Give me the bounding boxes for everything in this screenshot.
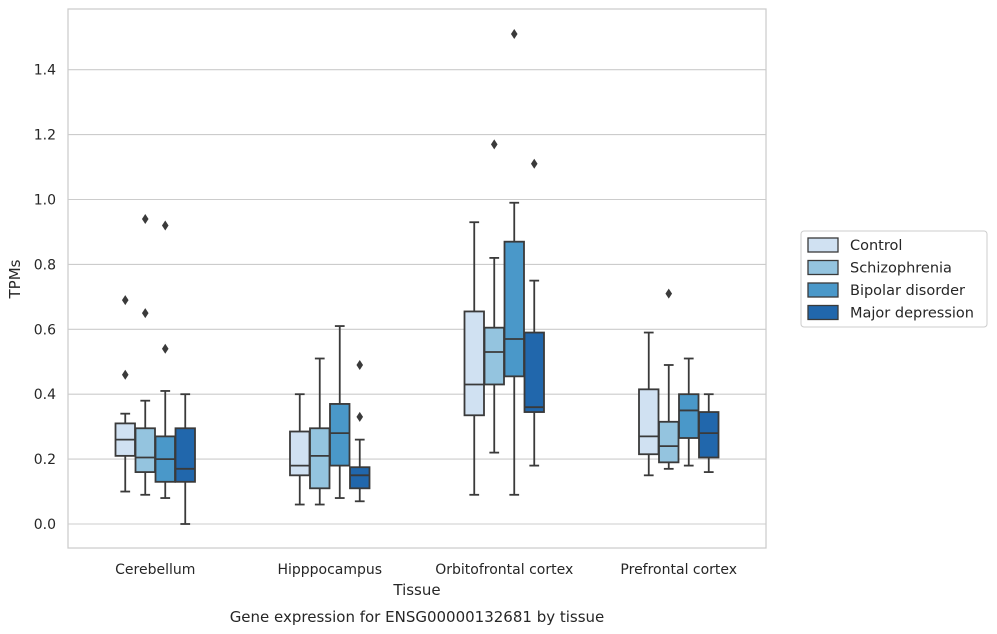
box xyxy=(289,430,311,477)
x-tick-label: Orbitofrontal cortex xyxy=(435,562,573,578)
chart-caption: Gene expression for ENSG00000132681 by t… xyxy=(230,608,605,626)
legend-items: Control Schizophrenia Bipolar disorder Majo… xyxy=(807,237,974,322)
outlier-point xyxy=(530,158,538,169)
y-tick-label: 0.0 xyxy=(34,517,56,533)
box xyxy=(174,427,196,483)
box xyxy=(698,411,720,459)
box xyxy=(658,420,680,464)
outlier-point xyxy=(490,139,498,150)
y-axis-title: TPMs xyxy=(6,259,24,299)
outlier-point xyxy=(510,29,518,40)
box xyxy=(503,240,525,378)
y-tick-label: 0.8 xyxy=(34,257,56,273)
legend-frame xyxy=(800,230,988,328)
x-tick-label: Hipppocampus xyxy=(277,562,382,578)
x-tick-labels: Cerebellum Hipppocampus Orbitofrontal cort… xyxy=(115,562,737,578)
outlier-point xyxy=(161,343,169,354)
x-tick-label: Prefrontal cortex xyxy=(620,562,737,578)
box xyxy=(483,326,505,386)
legend-label: Control xyxy=(850,238,902,254)
outlier-point xyxy=(141,213,149,224)
box-series xyxy=(114,29,720,525)
outlier-point xyxy=(121,369,129,380)
y-tick-label: 0.2 xyxy=(34,452,56,468)
box xyxy=(523,331,545,413)
legend-swatch xyxy=(807,237,839,253)
legend-swatch xyxy=(807,259,839,276)
y-tick-label: 0.4 xyxy=(34,387,56,403)
plot-frame xyxy=(67,8,767,549)
x-tick-label: Cerebellum xyxy=(115,562,195,578)
legend: Control Schizophrenia Bipolar disorder Majo… xyxy=(800,230,988,328)
legend-swatch xyxy=(807,282,839,298)
y-tick-label: 0.6 xyxy=(34,322,56,338)
outlier-point xyxy=(121,295,129,306)
legend-label: Schizophrenia xyxy=(850,261,952,277)
box xyxy=(678,393,700,439)
legend-swatch xyxy=(807,304,839,321)
y-tick-label: 1.2 xyxy=(34,128,56,144)
y-tick-label: 1.4 xyxy=(34,63,56,79)
y-tick-label: 1.0 xyxy=(34,193,56,209)
legend-label: Bipolar disorder xyxy=(850,283,965,299)
outlier-point xyxy=(141,308,149,319)
outlier-point xyxy=(665,288,673,299)
box xyxy=(349,466,371,490)
x-axis-title: Tissue xyxy=(392,581,440,599)
outlier-point xyxy=(356,411,364,422)
box xyxy=(309,427,331,490)
legend-label: Major depression xyxy=(850,306,974,322)
box xyxy=(638,388,660,456)
outlier-point xyxy=(161,220,169,231)
box xyxy=(329,403,351,467)
outlier-point xyxy=(356,359,364,370)
box xyxy=(134,427,156,473)
box xyxy=(463,310,485,417)
y-tick-labels: 0.0 0.2 0.4 0.6 0.8 1.0 1.2 1.4 xyxy=(34,63,56,533)
